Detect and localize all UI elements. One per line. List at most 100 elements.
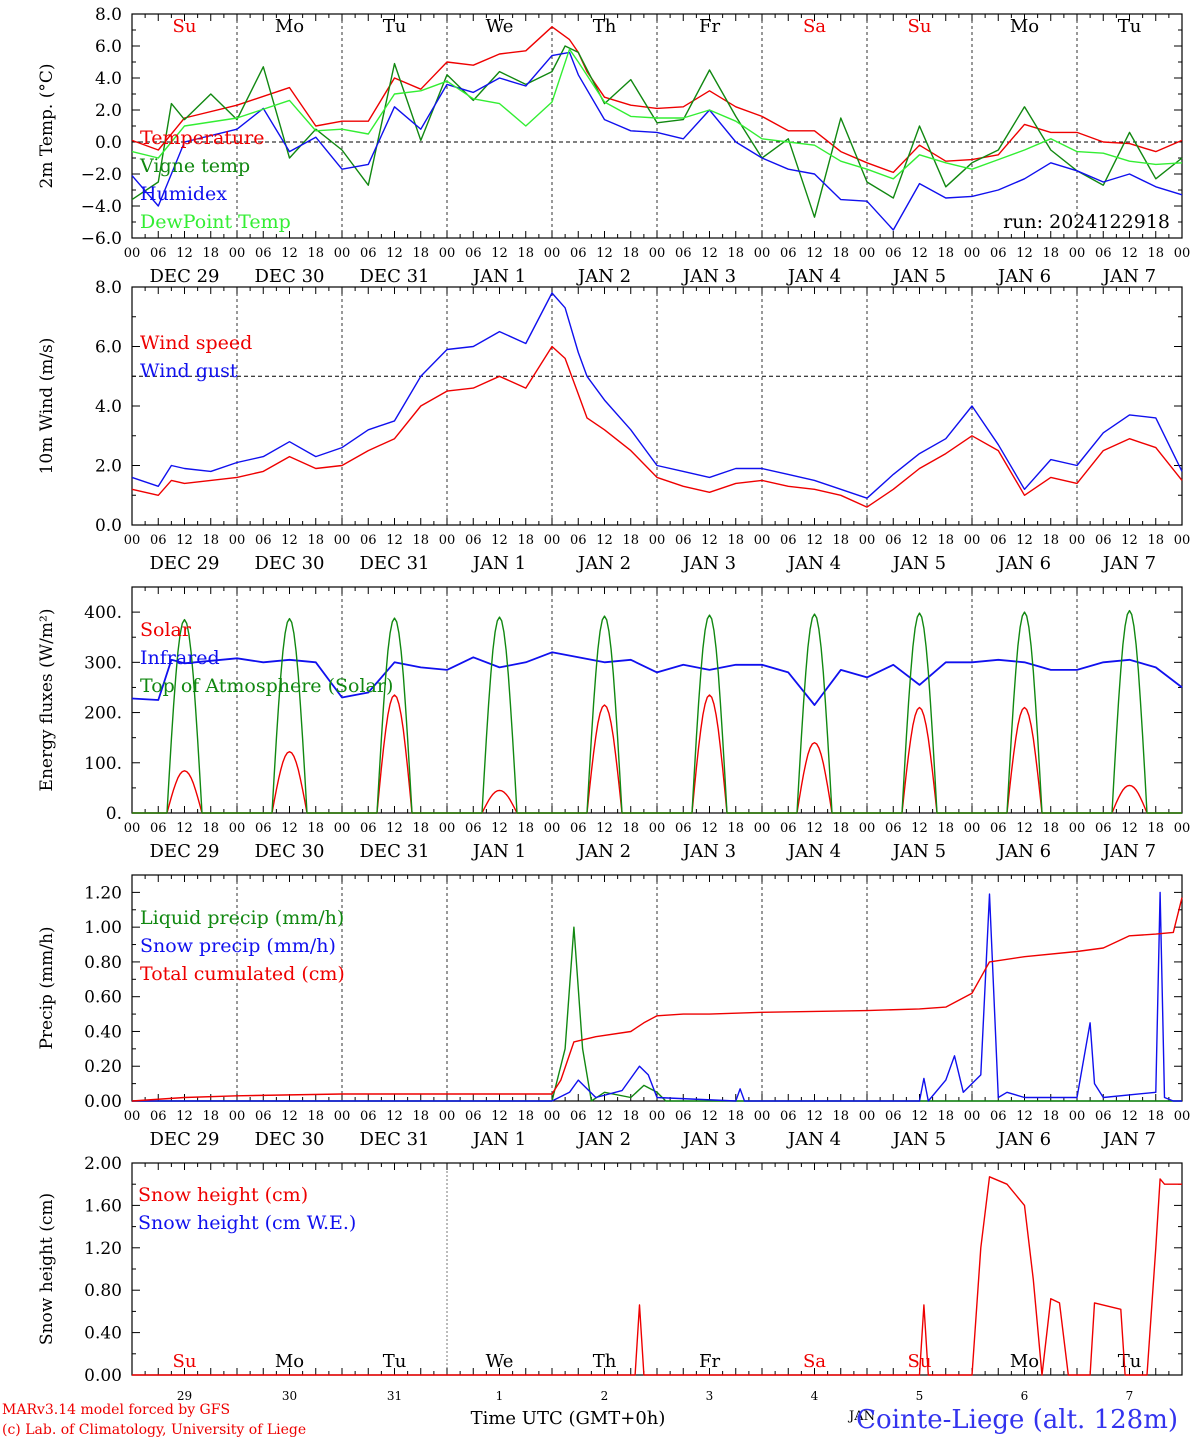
hour-tick-label: 18	[412, 821, 429, 836]
date-label: JAN 1	[471, 553, 526, 574]
day-name-label: Sa	[803, 16, 826, 37]
hour-tick-label: 00	[124, 821, 141, 836]
hour-tick-label: 00	[229, 821, 246, 836]
hour-tick-label: 18	[202, 246, 219, 261]
hour-tick-label: 12	[281, 821, 298, 836]
date-label: JAN 7	[1101, 266, 1156, 287]
legend-entry: Snow height (cm W.E.)	[138, 1212, 356, 1234]
y-tick-label: 1.00	[84, 918, 122, 938]
date-label: JAN 6	[996, 553, 1051, 574]
y-tick-label: 0.60	[84, 988, 122, 1008]
hour-tick-label: 18	[622, 1109, 639, 1124]
hour-tick-label: 06	[570, 821, 587, 836]
series-line-wind-speed	[131, 345, 1183, 508]
hour-tick-label: 06	[255, 1109, 272, 1124]
hour-tick-label: 18	[1147, 821, 1164, 836]
date-label: JAN 4	[786, 553, 841, 574]
hour-tick-label: 00	[964, 533, 981, 548]
hour-tick-label: 06	[990, 533, 1007, 548]
date-label: JAN 3	[681, 266, 736, 287]
y-tick-label: 2.0	[95, 457, 122, 477]
hour-tick-label: 00	[229, 246, 246, 261]
day-number-label: 31	[387, 1389, 402, 1403]
hour-tick-label: 18	[517, 1109, 534, 1124]
footer-lab: (c) Lab. of Climatology, University of L…	[2, 1422, 306, 1438]
hour-tick-label: 12	[281, 246, 298, 261]
date-label: JAN 7	[1101, 1129, 1156, 1150]
y-tick-label: 8.0	[95, 5, 122, 25]
y-tick-label: 4.0	[95, 397, 122, 417]
hour-tick-label: 06	[465, 246, 482, 261]
date-label: DEC 29	[150, 841, 220, 862]
hour-tick-label: 12	[806, 533, 823, 548]
day-name-label: Su	[908, 16, 932, 37]
hour-tick-label: 06	[780, 1109, 797, 1124]
day-number-label: 7	[1126, 1389, 1134, 1403]
hour-tick-label: 06	[675, 1109, 692, 1124]
hour-tick-label: 12	[176, 533, 193, 548]
legend-entry: Wind speed	[140, 332, 252, 354]
day-number-label: 6	[1021, 1389, 1029, 1403]
hour-tick-label: 00	[544, 821, 561, 836]
hour-tick-label: 12	[176, 246, 193, 261]
legend-entry: Infrared	[140, 647, 220, 669]
hour-tick-label: 06	[780, 821, 797, 836]
hour-tick-label: 00	[439, 246, 456, 261]
day-name-label: Su	[908, 1351, 932, 1372]
hour-tick-label: 12	[1016, 246, 1033, 261]
hour-tick-label: 06	[780, 533, 797, 548]
hour-tick-label: 18	[1147, 1109, 1164, 1124]
date-label: DEC 31	[360, 553, 430, 574]
date-label: JAN 3	[681, 841, 736, 862]
date-label: JAN 5	[891, 841, 946, 862]
date-label: JAN 6	[996, 1129, 1051, 1150]
date-label: JAN 2	[576, 266, 631, 287]
legend-entry: Vigne temp	[139, 155, 250, 177]
y-axis-label: 10m Wind (m/s)	[37, 338, 57, 475]
hour-tick-label: 00	[1174, 246, 1191, 261]
hour-tick-label: 00	[544, 533, 561, 548]
hour-tick-label: 00	[754, 246, 771, 261]
date-label: JAN 7	[1101, 553, 1156, 574]
date-label: DEC 31	[360, 1129, 430, 1150]
hour-tick-label: 12	[176, 821, 193, 836]
series-line-wind-gust	[131, 292, 1183, 499]
hour-tick-label: 00	[649, 1109, 666, 1124]
hour-tick-label: 18	[412, 533, 429, 548]
legend-entry: Wind gust	[140, 360, 238, 382]
hour-tick-label: 00	[334, 533, 351, 548]
date-label: JAN 4	[786, 1129, 841, 1150]
hour-tick-label: 00	[229, 533, 246, 548]
legend-entry: Liquid precip (mm/h)	[140, 907, 344, 929]
legend-entry: Snow height (cm)	[138, 1184, 308, 1206]
hour-tick-label: 12	[1016, 821, 1033, 836]
hour-tick-label: 18	[622, 246, 639, 261]
day-name-label: We	[486, 1351, 514, 1372]
date-label: DEC 30	[255, 553, 325, 574]
hour-tick-label: 00	[1174, 533, 1191, 548]
day-number-label: 30	[282, 1389, 297, 1403]
series-line-total-cumulated-cm	[131, 897, 1183, 1102]
hour-tick-label: 00	[754, 821, 771, 836]
series-line-temperature	[131, 26, 1183, 174]
hour-tick-label: 00	[124, 533, 141, 548]
hour-tick-label: 06	[885, 1109, 902, 1124]
date-label: JAN 5	[891, 266, 946, 287]
y-tick-label: 2.00	[84, 1154, 122, 1174]
legend-entry: Total cumulated (cm)	[140, 963, 345, 985]
footer-jan-label: JAN	[847, 1409, 875, 1424]
series-line-liquid-precip-mm-h	[132, 926, 1182, 1102]
hour-tick-label: 18	[307, 246, 324, 261]
hour-tick-label: 18	[1042, 533, 1059, 548]
series-line-snow-height-cm	[132, 1176, 1182, 1376]
hour-tick-label: 06	[885, 246, 902, 261]
series-line-dewpoint-temp	[131, 48, 1183, 180]
hour-tick-label: 12	[386, 1109, 403, 1124]
hour-tick-label: 18	[832, 533, 849, 548]
y-axis-label: Precip (mm/h)	[37, 926, 57, 1049]
legend-entry: DewPoint Temp	[140, 211, 291, 233]
hour-tick-label: 06	[1095, 246, 1112, 261]
hour-tick-label: 12	[701, 821, 718, 836]
hour-tick-label: 06	[360, 246, 377, 261]
hour-tick-label: 06	[150, 246, 167, 261]
